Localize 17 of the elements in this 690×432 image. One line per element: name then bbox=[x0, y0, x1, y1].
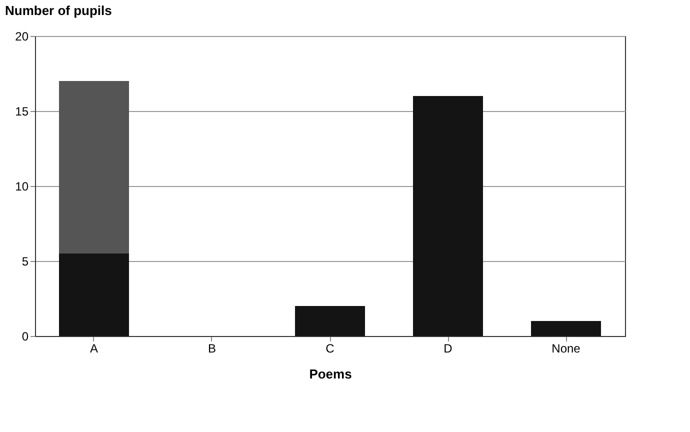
y-tick-label: 0 bbox=[22, 330, 29, 344]
bar bbox=[59, 254, 129, 336]
y-axis-title: Number of pupils bbox=[5, 3, 112, 18]
x-tick-label: D bbox=[444, 342, 453, 356]
bar bbox=[59, 81, 129, 254]
x-tick-label: A bbox=[90, 342, 98, 356]
x-axis-title: Poems bbox=[309, 366, 352, 382]
x-tick-label: B bbox=[208, 342, 216, 356]
y-tick-label: 15 bbox=[15, 104, 29, 118]
x-tick-label: C bbox=[326, 342, 335, 356]
x-tick-label: None bbox=[552, 342, 581, 356]
bar bbox=[531, 321, 601, 336]
y-tick-label: 5 bbox=[22, 254, 29, 268]
bar bbox=[295, 306, 365, 336]
bar bbox=[413, 96, 483, 336]
y-tick-label: 20 bbox=[15, 30, 29, 44]
y-tick-label: 10 bbox=[15, 180, 29, 194]
